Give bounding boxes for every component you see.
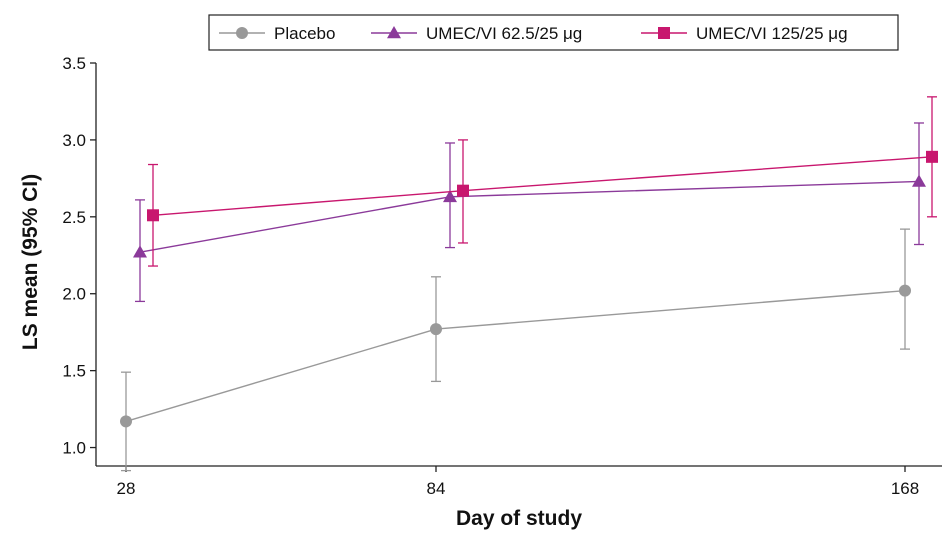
y-tick-label: 3.5 [62,54,86,73]
data-point [133,245,147,258]
x-tick-label: 28 [117,479,136,498]
x-ticks: 28 84 168 [117,466,919,498]
series-square [147,96,938,267]
legend-item: Placebo [219,24,335,43]
legend-item: UMEC/VI 125/25 μg [641,24,848,43]
legend-label: UMEC/VI 62.5/25 μg [426,24,582,43]
y-axis-title: LS mean (95% CI) [19,174,42,350]
data-point [430,323,442,336]
legend-item: UMEC/VI 62.5/25 μg [371,24,582,43]
series-layer [120,96,938,472]
data-point [120,415,132,428]
data-point [443,189,457,203]
x-tick-label: 84 [427,479,446,498]
series-line [152,156,933,216]
data-point [899,284,911,297]
legend-items: Placebo UMEC/VI 62.5/25 μg UMEC/VI 125/25 … [219,24,848,43]
series-triangle [133,122,926,303]
x-tick-label: 168 [891,479,919,498]
legend: Placebo UMEC/VI 62.5/25 μg UMEC/VI 125/25 … [208,14,899,51]
data-point [926,150,938,163]
legend-marker [236,27,248,39]
legend-box [208,14,899,51]
legend-label: UMEC/VI 125/25 μg [696,24,848,43]
legend-marker [387,26,401,39]
y-tick-label: 2.0 [62,285,86,304]
data-point [912,174,926,187]
x-axis-title: Day of study [456,507,582,530]
y-ticks: 1.0 1.5 2.0 2.5 3.0 3.5 [62,54,96,458]
y-tick-label: 1.0 [62,439,86,458]
series-line [139,180,920,253]
y-tick-label: 2.5 [62,208,86,227]
legend-label: Placebo [274,24,335,43]
series-circle [120,228,911,472]
series-line [125,289,906,423]
data-point [457,184,469,197]
legend-marker [658,27,670,39]
y-tick-label: 1.5 [62,362,86,381]
y-tick-label: 3.0 [62,131,86,150]
data-point [147,209,159,222]
